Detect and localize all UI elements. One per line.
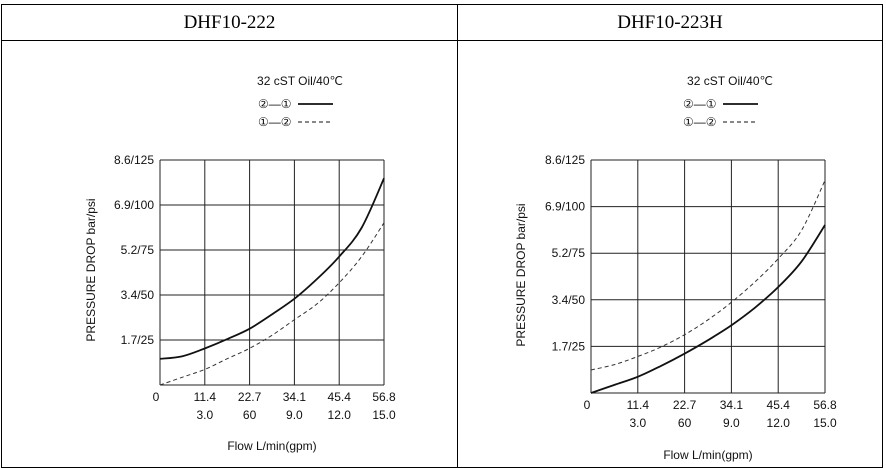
x-tick-label: 56.8 (372, 390, 396, 404)
x-tick-label: 11.4 (194, 390, 217, 404)
oil-note: 32 cST Oil/40℃ (257, 74, 343, 88)
x-tick-gpm-label: 3.0 (196, 408, 213, 422)
x-tick-origin: 0 (584, 398, 591, 412)
legend-label: ②—① (258, 97, 292, 111)
x-tick-label: 45.4 (767, 398, 791, 412)
y-tick-label: 1.7/25 (552, 339, 586, 353)
x-tick-gpm-label: 9.0 (723, 416, 740, 430)
x-tick-label: 11.4 (627, 398, 650, 412)
y-tick-label: 3.4/50 (121, 288, 155, 302)
y-tick-label: 6.9/100 (114, 198, 154, 212)
x-tick-gpm-label: 3.0 (629, 416, 646, 430)
legend-label: ①—② (683, 115, 717, 129)
x-tick-label: 34.1 (283, 390, 307, 404)
column-divider (457, 5, 458, 467)
header-cell-right: DHF10-223H (458, 5, 882, 41)
x-tick-origin: 0 (153, 390, 160, 404)
x-axis-label: Flow L/min(gpm) (227, 439, 316, 453)
y-axis-label: PRESSURE DROP bar/psi (84, 198, 98, 341)
x-tick-label: 56.8 (813, 398, 837, 412)
y-tick-label: 1.7/25 (121, 333, 155, 347)
x-tick-gpm-label: 15.0 (372, 408, 396, 422)
header-cell-left: DHF10-222 (2, 5, 457, 41)
legend-label: ②—① (683, 97, 717, 111)
y-tick-label: 8.6/125 (545, 153, 585, 167)
x-tick-gpm-label: 60 (678, 416, 692, 430)
x-axis-label: Flow L/min(gpm) (663, 448, 752, 462)
y-tick-label: 5.2/75 (552, 246, 586, 260)
series-line-solid (159, 177, 385, 360)
y-tick-label: 5.2/75 (121, 243, 155, 257)
y-tick-label: 8.6/125 (114, 153, 154, 167)
x-tick-label: 22.7 (238, 390, 262, 404)
x-tick-label: 45.4 (328, 390, 352, 404)
x-tick-gpm-label: 12.0 (328, 408, 352, 422)
x-tick-gpm-label: 12.0 (767, 416, 791, 430)
series-line-solid (590, 224, 826, 394)
x-tick-gpm-label: 9.0 (286, 408, 303, 422)
y-tick-label: 6.9/100 (545, 200, 585, 214)
x-tick-label: 34.1 (720, 398, 744, 412)
oil-note: 32 cST Oil/40℃ (687, 74, 773, 88)
y-tick-label: 3.4/50 (552, 293, 586, 307)
series-line-dashed (590, 180, 826, 371)
y-axis-label: PRESSURE DROP bar/psi (514, 203, 528, 346)
series-line-dashed (159, 222, 385, 386)
x-tick-gpm-label: 60 (243, 408, 257, 422)
x-tick-gpm-label: 15.0 (813, 416, 837, 430)
x-tick-label: 22.7 (673, 398, 697, 412)
legend-label: ①—② (258, 115, 292, 129)
chart-2: 32 cST Oil/40℃ ②—① ①—② 1.7/25 3.4/50 5.2/75 6.… (514, 74, 837, 462)
chart-1: 32 cST Oil/40℃ ②—① ①—② 1.7/25 3.4/50 5.2/75 6.… (84, 74, 396, 453)
